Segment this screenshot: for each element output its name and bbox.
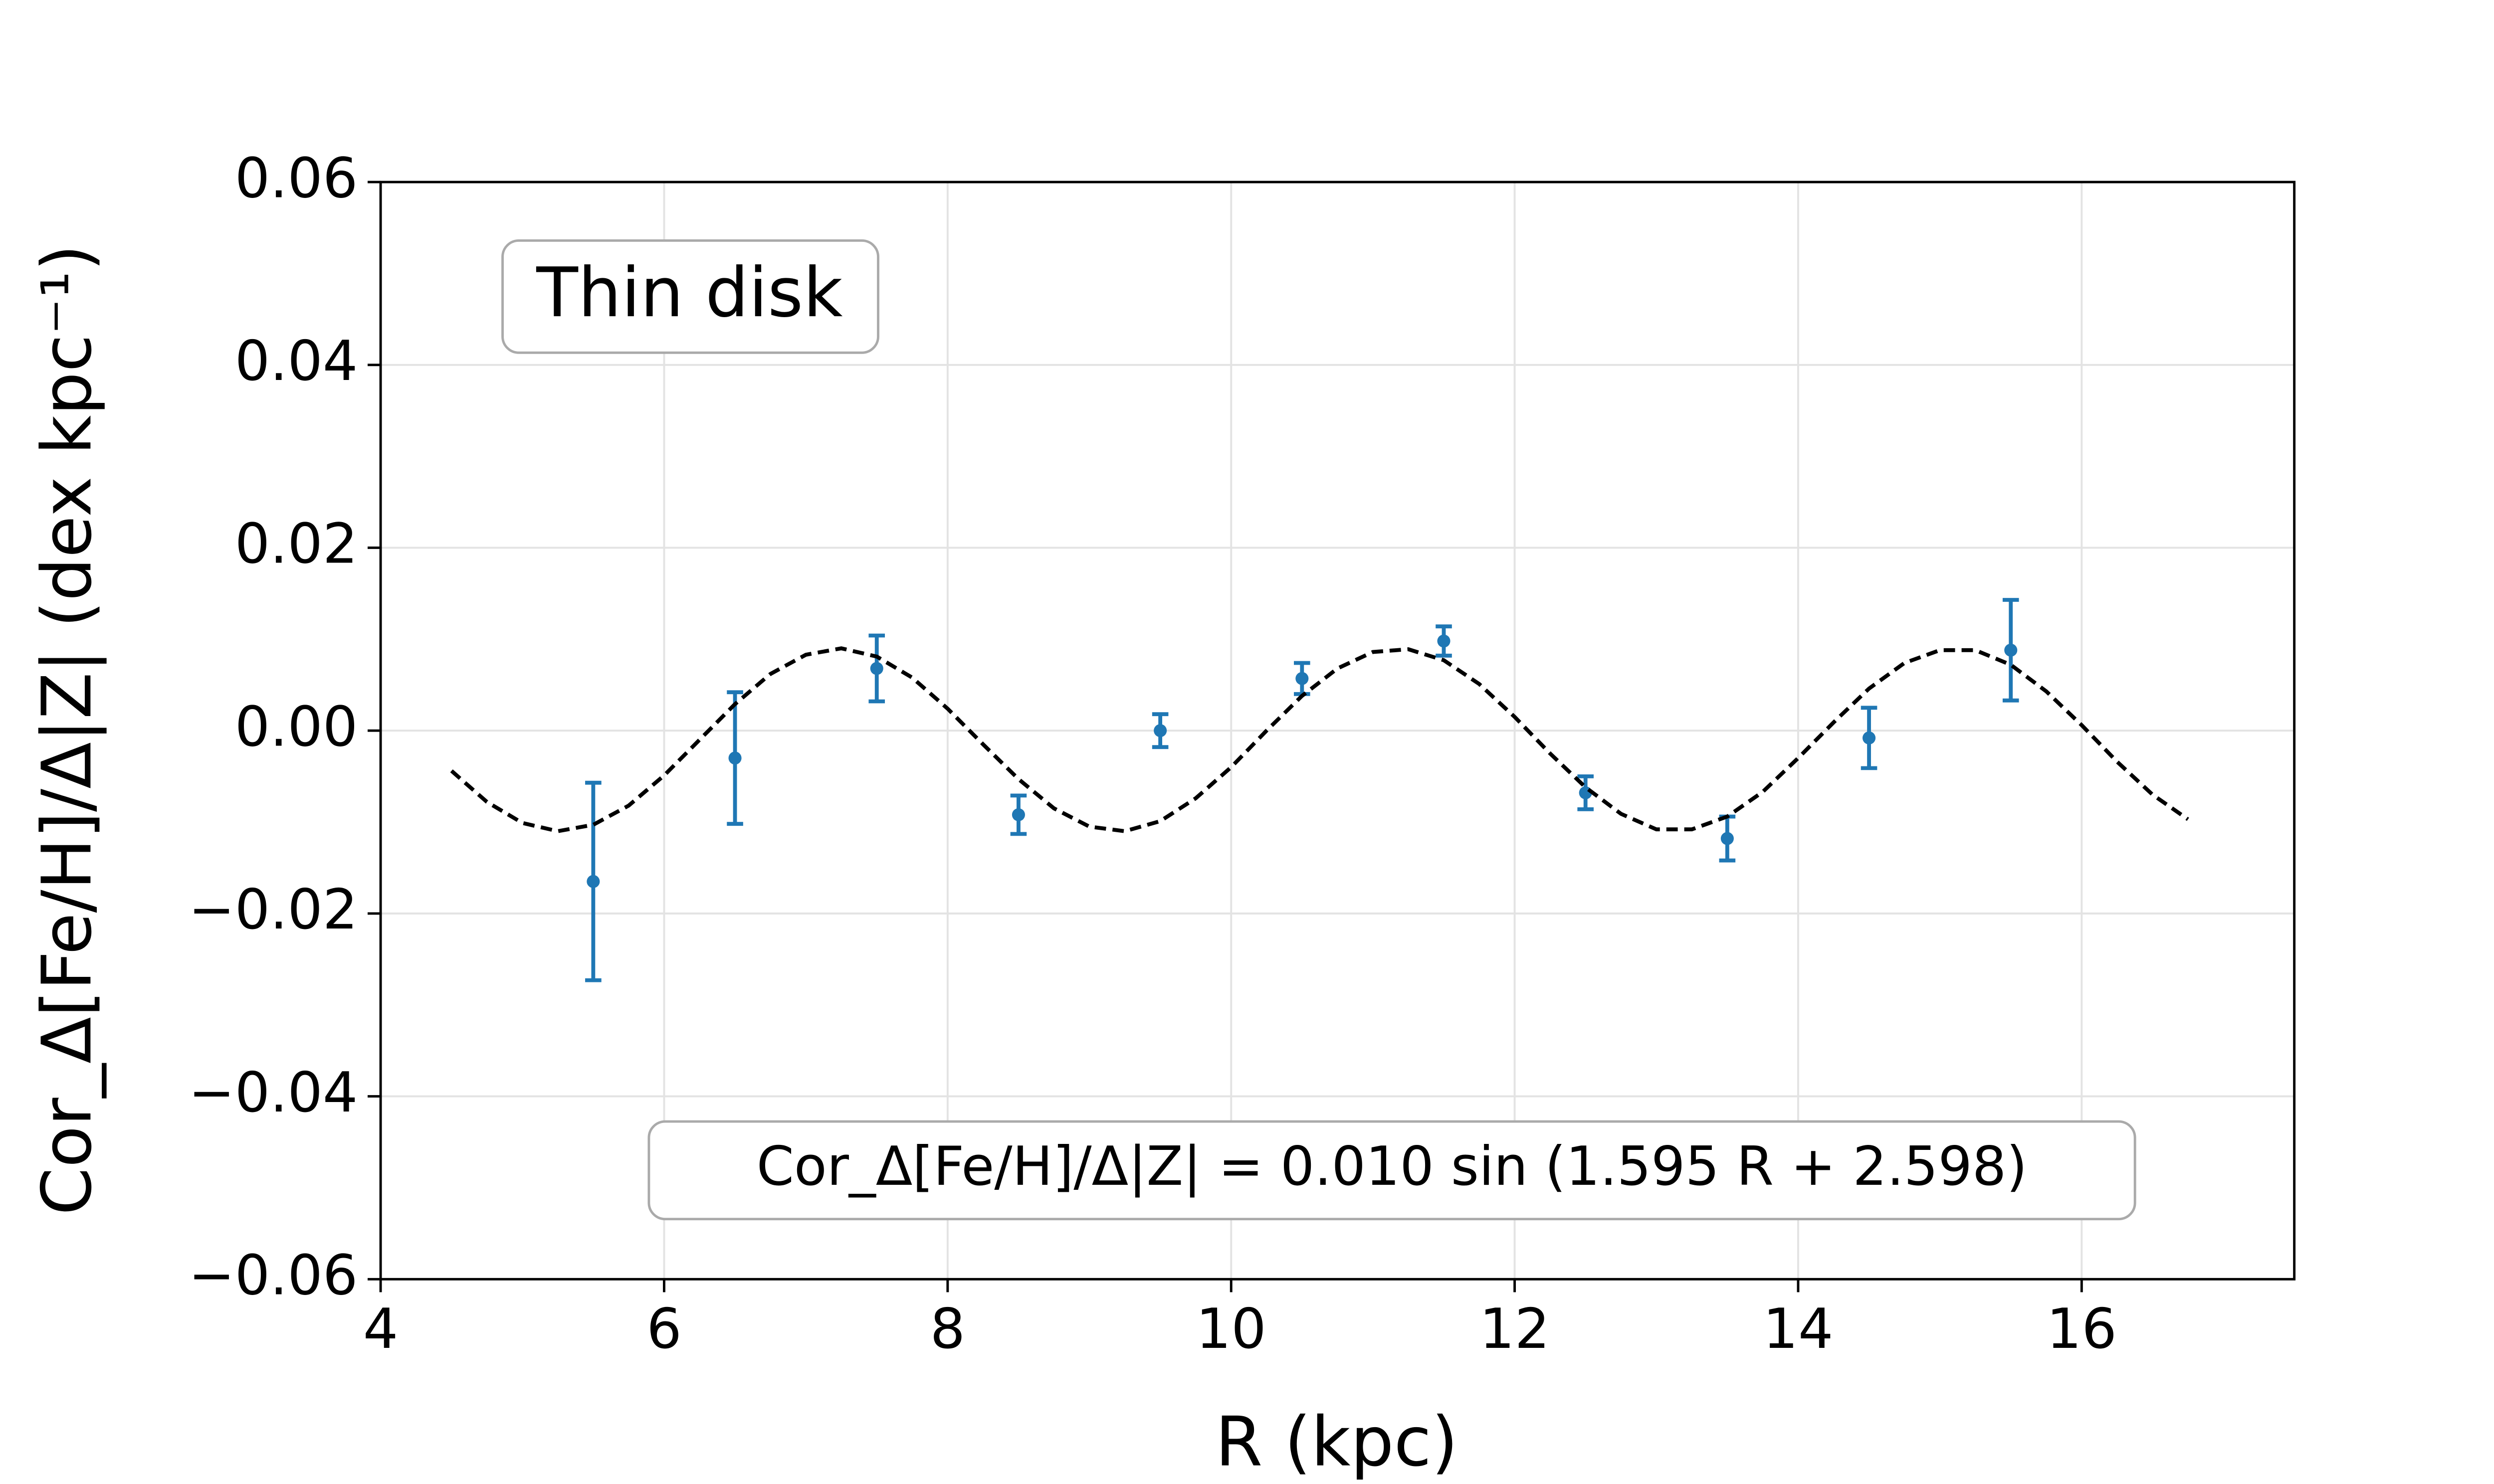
annotation-box	[501, 239, 879, 354]
data-point	[1154, 724, 1167, 738]
data-point	[587, 875, 600, 888]
y-tick-label: −0.06	[189, 1244, 358, 1308]
y-tick-label: 0.02	[235, 512, 358, 576]
x-tick-label: 10	[1196, 1297, 1266, 1361]
fit-line	[450, 646, 2189, 833]
x-tick-label: 8	[930, 1297, 966, 1361]
plot-area	[450, 598, 2189, 982]
annotation: Thin disk	[536, 253, 842, 333]
data-point	[870, 662, 883, 675]
data-point	[2004, 643, 2018, 657]
y-tick-label: −0.04	[189, 1061, 358, 1125]
x-tick-label: 4	[363, 1297, 399, 1361]
x-tick-label: 12	[1479, 1297, 1550, 1361]
x-tick-label: 6	[646, 1297, 682, 1361]
data-point	[1012, 808, 1025, 821]
y-tick-label: 0.00	[235, 695, 358, 759]
data-point	[728, 751, 742, 765]
data-point	[1720, 832, 1734, 845]
y-tick-label: −0.02	[189, 878, 358, 942]
x-axis-label: R (kpc)	[1215, 1403, 1458, 1482]
data-point	[1863, 731, 1876, 744]
y-tick-label: 0.04	[235, 329, 358, 393]
data-point	[1295, 672, 1309, 685]
x-tick-label: 14	[1763, 1297, 1833, 1361]
y-tick-label: 0.06	[235, 146, 358, 210]
data-point	[1437, 634, 1451, 648]
annotation: Cor_Δ[Fe/H]/Δ|Z| = 0.010 sin (1.595 R + …	[757, 1135, 2027, 1198]
y-axis-label: Cor_Δ[Fe/H]/Δ|Z| (dex kpc⁻¹)	[27, 244, 107, 1215]
annotation-box	[647, 1120, 2136, 1221]
x-tick-label: 16	[2047, 1297, 2117, 1361]
